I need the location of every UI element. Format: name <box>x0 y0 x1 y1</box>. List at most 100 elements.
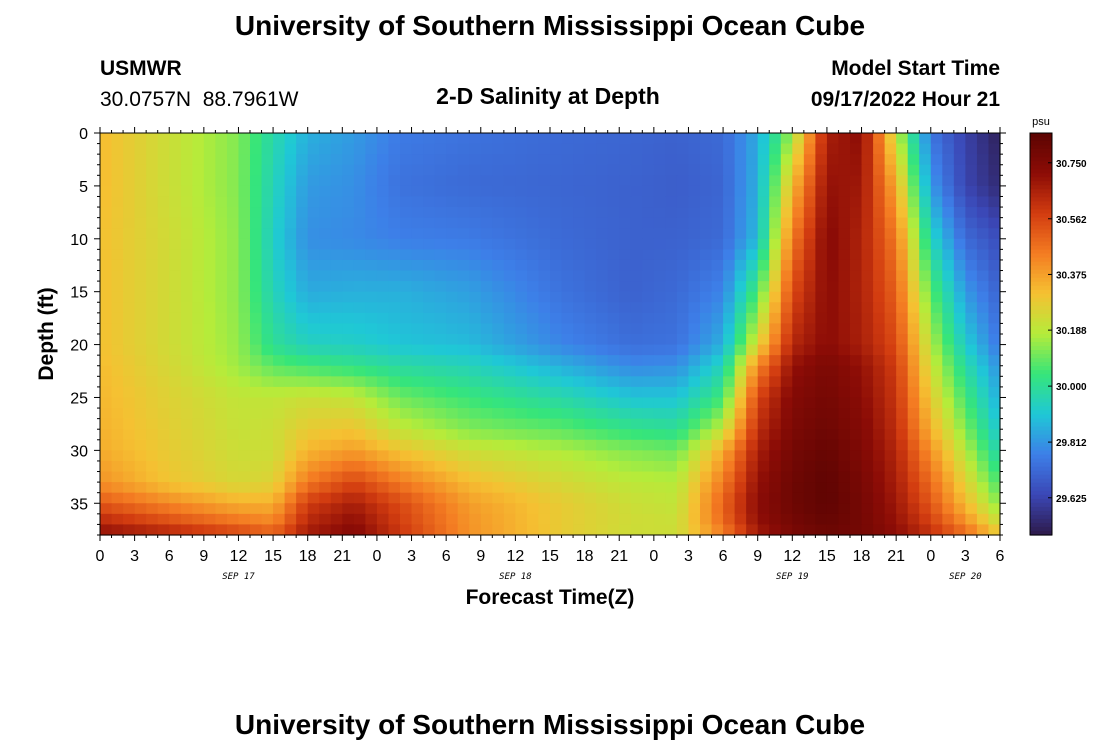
heatmap-cell <box>769 175 782 187</box>
heatmap-cell <box>503 355 516 367</box>
heatmap-cell <box>561 312 574 325</box>
heatmap-cell <box>711 164 724 176</box>
heatmap-cell <box>769 143 782 155</box>
colorbar-segment <box>1030 422 1052 428</box>
heatmap-cell <box>434 312 447 325</box>
heatmap-cell <box>630 471 643 483</box>
heatmap-cell <box>642 355 655 367</box>
heatmap-cell <box>815 185 828 198</box>
heatmap-cell <box>873 376 886 388</box>
heatmap-cell <box>619 164 632 176</box>
heatmap-cell <box>284 249 297 261</box>
heatmap-cell <box>146 154 159 166</box>
heatmap-cell <box>919 429 932 441</box>
heatmap-cell <box>192 228 205 240</box>
heatmap-cell <box>792 312 805 325</box>
heatmap-cell <box>976 439 990 451</box>
heatmap-cell <box>596 228 609 240</box>
heatmap-cell <box>619 355 632 367</box>
heatmap-cell <box>653 312 666 325</box>
heatmap-cell <box>584 482 597 494</box>
heatmap-cell <box>965 291 978 303</box>
heatmap-cell <box>411 207 424 219</box>
heatmap-cell <box>561 281 574 293</box>
heatmap-cell <box>723 524 736 536</box>
heatmap-cell <box>584 334 597 346</box>
heatmap-cell <box>400 154 413 166</box>
heatmap-cell <box>688 460 701 473</box>
heatmap-cell <box>192 217 205 229</box>
heatmap-cell <box>803 323 816 335</box>
heatmap-cell <box>457 355 470 367</box>
heatmap-cell <box>192 312 205 325</box>
heatmap-cell <box>376 429 390 441</box>
date-label: SEP 20 <box>949 572 982 582</box>
heatmap-cell <box>284 175 297 187</box>
heatmap-cell <box>296 302 309 314</box>
heatmap-cell <box>653 408 666 420</box>
heatmap-cell <box>203 386 216 399</box>
heatmap-cell <box>826 207 840 219</box>
heatmap-cell <box>226 355 240 367</box>
colorbar-segment <box>1030 221 1052 227</box>
heatmap-cell <box>711 281 724 293</box>
heatmap-cell <box>596 503 609 515</box>
heatmap-cell <box>492 249 505 261</box>
heatmap-cell <box>411 408 424 420</box>
heatmap-cell <box>815 270 828 282</box>
heatmap-cell <box>746 228 759 240</box>
heatmap-cell <box>676 460 690 473</box>
heatmap-cell <box>746 217 759 229</box>
heatmap-cell <box>169 418 182 430</box>
heatmap-cell <box>353 133 366 145</box>
heatmap-cell <box>896 439 909 451</box>
heatmap-cell <box>930 259 943 272</box>
heatmap-cell <box>261 185 274 198</box>
heatmap-cell <box>861 143 874 155</box>
heatmap-cell <box>353 302 366 314</box>
heatmap-cell <box>642 323 655 335</box>
heatmap-cell <box>826 228 840 240</box>
heatmap-cell <box>723 439 736 451</box>
heatmap-cell <box>250 270 263 282</box>
heatmap-cell <box>642 513 655 526</box>
heatmap-cell <box>676 217 690 229</box>
heatmap-cell <box>446 397 459 409</box>
heatmap-cell <box>296 228 309 240</box>
heatmap-cell <box>573 418 586 430</box>
heatmap-cell <box>388 185 401 198</box>
colorbar-segment <box>1030 301 1052 307</box>
heatmap-cell <box>146 164 159 176</box>
heatmap-cell <box>203 429 216 441</box>
heatmap-cell <box>515 471 528 483</box>
heatmap-cell <box>723 154 736 166</box>
heatmap-cell <box>100 270 113 282</box>
heatmap-cell <box>273 365 286 377</box>
heatmap-cell <box>642 429 655 441</box>
heatmap-cell <box>942 482 955 494</box>
heatmap-cell <box>411 291 424 303</box>
heatmap-cell <box>215 513 228 526</box>
heatmap-cell <box>111 133 124 145</box>
heatmap-cell <box>469 376 482 388</box>
heatmap-cell <box>780 154 793 166</box>
heatmap-cell <box>353 376 366 388</box>
heatmap-cell <box>700 482 713 494</box>
heatmap-cell <box>100 492 113 504</box>
heatmap-cell <box>157 323 170 335</box>
heatmap-cell <box>642 492 655 504</box>
heatmap-cell <box>826 344 840 356</box>
heatmap-cell <box>803 524 816 536</box>
heatmap-cell <box>665 471 678 483</box>
heatmap-cell <box>111 408 124 420</box>
heatmap-cell <box>630 439 643 451</box>
heatmap-cell <box>400 471 413 483</box>
heatmap-cell <box>319 482 332 494</box>
heatmap-cell <box>653 175 666 187</box>
heatmap-cell <box>400 185 413 198</box>
colorbar-frame <box>1029 132 1053 536</box>
heatmap-cell <box>607 154 620 166</box>
heatmap-cell <box>861 175 874 187</box>
heatmap-cell <box>665 365 678 377</box>
heatmap-cell <box>653 344 666 356</box>
